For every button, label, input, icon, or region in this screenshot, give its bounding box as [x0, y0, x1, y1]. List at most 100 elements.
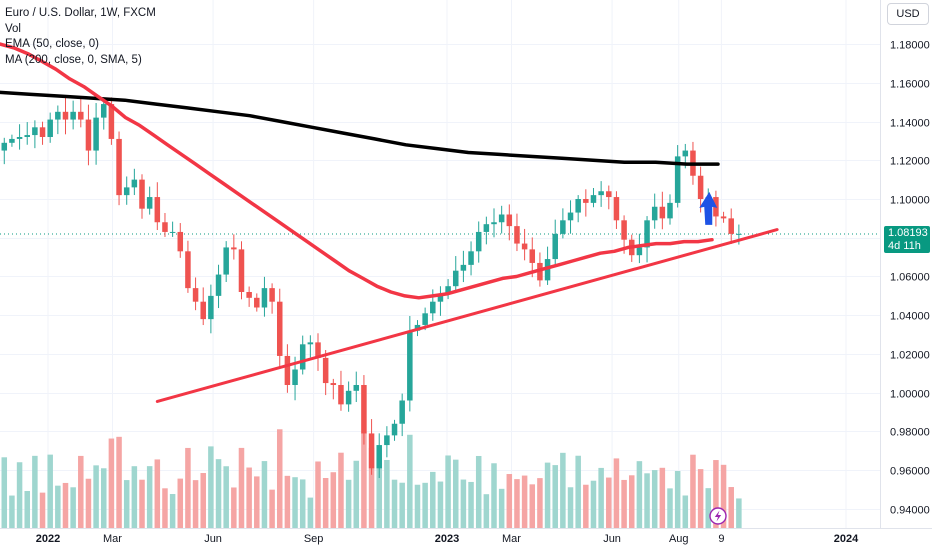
volume-bar — [621, 479, 627, 528]
volume-bar — [651, 470, 658, 528]
candle-body — [498, 214, 505, 223]
volume-bar — [238, 447, 245, 528]
candle-body — [139, 179, 145, 209]
time-tick-label: 9 — [718, 533, 724, 545]
candle-body — [736, 233, 742, 235]
volume-bar — [583, 484, 589, 528]
volume-bar — [299, 479, 306, 528]
volume-bar — [430, 471, 436, 528]
volume-bar — [215, 459, 222, 528]
volume-bar — [422, 482, 428, 528]
volume-bar — [269, 489, 275, 528]
volume-bar — [322, 478, 329, 528]
volume-bar — [705, 488, 712, 528]
volume-bar — [636, 461, 643, 528]
candle-body — [47, 119, 53, 137]
volume-bar — [276, 429, 283, 528]
candle-body — [483, 224, 490, 232]
volume-bar — [154, 459, 161, 528]
volume-bar — [514, 479, 520, 528]
volume-bar — [606, 477, 612, 528]
candle-body — [292, 369, 298, 385]
candle-body — [185, 251, 191, 289]
candle-body — [177, 231, 184, 252]
time-tick-label: Mar — [502, 533, 521, 545]
volume-bar — [100, 468, 107, 528]
ma-indicator-label[interactable]: MA (200, close, 0, SMA, 5) — [5, 53, 142, 66]
up-arrow-annotation[interactable] — [699, 191, 718, 225]
volume-bar — [736, 498, 742, 528]
candle-body — [192, 288, 199, 302]
volume-bar — [254, 476, 260, 528]
volume-bar — [131, 466, 138, 528]
volume-bar — [93, 465, 99, 528]
symbol-title[interactable]: Euro / U.S. Dollar, 1W, FXCM — [5, 7, 156, 19]
volume-bar — [437, 481, 444, 528]
candle-body — [728, 218, 734, 234]
volume-bar — [567, 487, 574, 528]
candle-body — [70, 111, 76, 120]
candle-body — [269, 288, 275, 302]
volume-bar — [407, 434, 413, 528]
last-price-tag: 1.08193 4d 11h — [884, 226, 930, 253]
price-tick-label: 1.00000 — [890, 389, 930, 401]
price-tick-label: 0.98000 — [890, 427, 930, 439]
candle-body — [261, 288, 268, 308]
volume-bar — [644, 473, 650, 528]
volume-bar — [1, 457, 8, 528]
candle-body — [299, 344, 306, 370]
candle-body — [552, 233, 558, 260]
candle-body — [200, 301, 206, 320]
candle-body — [338, 385, 344, 405]
volume-bar — [231, 487, 237, 528]
price-axis-background — [880, 0, 932, 528]
candle-body — [315, 342, 321, 358]
volume-bar — [552, 465, 558, 528]
candle-body — [422, 313, 428, 325]
candle-body — [154, 197, 161, 223]
volume-bar — [200, 473, 206, 528]
volume-bar — [529, 484, 536, 528]
candle-body — [560, 220, 566, 234]
lightning-icon[interactable] — [709, 507, 727, 525]
candle-body — [9, 138, 15, 143]
candle-body — [621, 220, 627, 240]
volume-bar — [185, 447, 191, 528]
volume-bar — [284, 475, 291, 528]
volume-bar — [353, 460, 360, 528]
candle-body — [146, 197, 153, 209]
time-tick-label: Sep — [304, 533, 324, 545]
candle-body — [491, 222, 497, 225]
time-tick-label: 2023 — [435, 533, 459, 545]
ema-indicator-label[interactable]: EMA (50, close, 0) — [5, 38, 99, 50]
candle-body — [368, 433, 375, 469]
volume-indicator-label[interactable]: Vol — [5, 22, 21, 35]
volume-bar — [78, 455, 84, 528]
currency-button[interactable]: USD — [887, 3, 929, 25]
candle-body — [284, 355, 291, 385]
candle-body — [131, 179, 138, 188]
candle-body — [720, 216, 727, 219]
volume-bar — [560, 452, 566, 528]
volume-bar — [590, 480, 597, 528]
trendline[interactable] — [155, 228, 779, 403]
candle-body — [575, 199, 581, 213]
volume-bar — [39, 492, 46, 528]
candle-body — [452, 270, 459, 287]
candle-body — [529, 249, 536, 263]
volume-bar — [720, 464, 727, 528]
candle-body — [353, 385, 360, 391]
volume-bar — [391, 479, 398, 528]
candle-body — [330, 383, 337, 385]
volume-bar — [713, 460, 719, 528]
volume-bar — [246, 467, 252, 528]
volume-bar — [537, 478, 543, 528]
volume-bar — [345, 479, 352, 528]
candle-body — [123, 187, 130, 196]
candle-body — [598, 191, 604, 196]
candle-body — [384, 435, 390, 446]
bar-countdown: 4d 11h — [888, 240, 921, 252]
volume-bar — [628, 475, 635, 528]
candle-body — [567, 212, 574, 221]
